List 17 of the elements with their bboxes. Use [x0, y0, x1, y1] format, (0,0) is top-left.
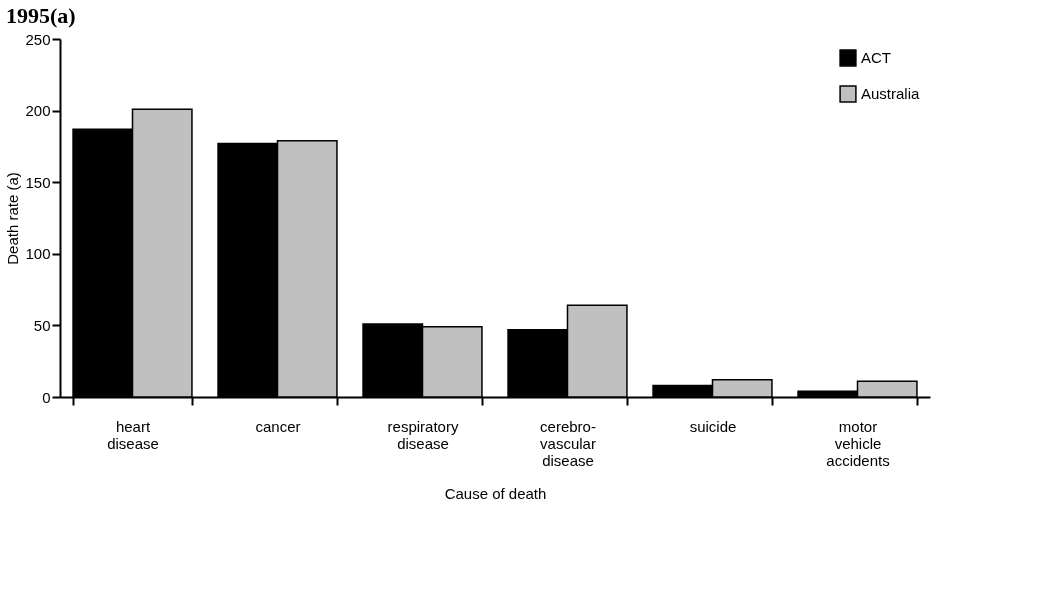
- x-tick-label: suicide: [689, 417, 737, 435]
- y-axis-title: Death rate (a): [4, 172, 22, 265]
- x-tick-label: respiratory disease: [387, 417, 459, 452]
- y-tick-label: 0: [42, 388, 51, 406]
- x-tick-label: motor vehicle accidents: [826, 417, 890, 469]
- y-tick-label: 150: [25, 173, 51, 191]
- x-tick-label: cerebro-vascular disease: [540, 417, 596, 469]
- y-tick-label: 100: [25, 245, 51, 263]
- x-tick-label: heart disease: [107, 417, 159, 452]
- y-tick-label: 250: [25, 30, 51, 48]
- chart-title: 1995(a): [5, 3, 76, 28]
- x-axis-title: Cause of death: [444, 484, 547, 502]
- legend-label: Australia: [861, 85, 921, 102]
- y-tick-label: 200: [25, 102, 51, 120]
- x-tick-label: cancer: [255, 417, 301, 435]
- y-tick-label: 50: [33, 316, 51, 334]
- legend-label: ACT: [861, 49, 891, 66]
